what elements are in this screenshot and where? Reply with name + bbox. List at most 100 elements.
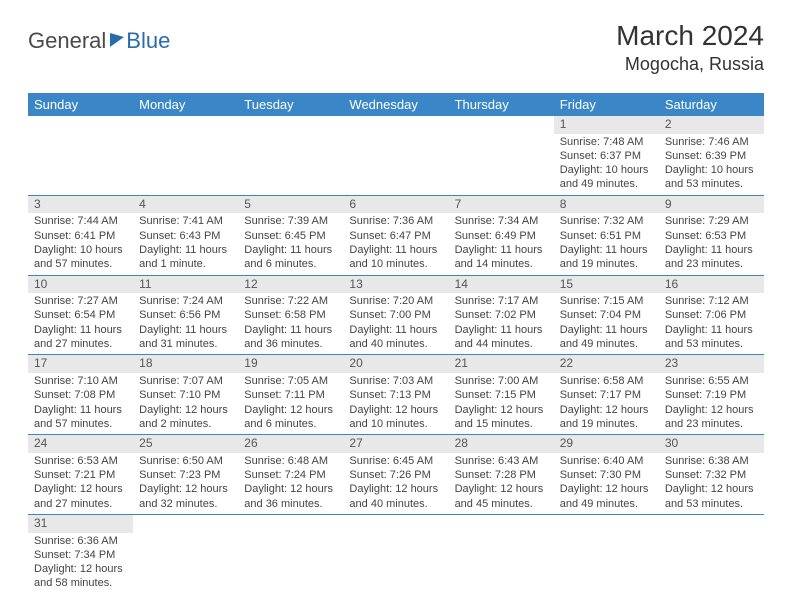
day-line-dl1: Daylight: 11 hours xyxy=(455,243,548,257)
location: Mogocha, Russia xyxy=(616,54,764,75)
day-line-ss: Sunset: 7:06 PM xyxy=(665,308,758,322)
day-line-dl1: Daylight: 12 hours xyxy=(349,403,442,417)
day-line-dl2: and 53 minutes. xyxy=(665,177,758,191)
day-number: 29 xyxy=(554,435,659,453)
day-content: Sunrise: 6:55 AMSunset: 7:19 PMDaylight:… xyxy=(659,373,764,434)
calendar-day-cell: 26Sunrise: 6:48 AMSunset: 7:24 PMDayligh… xyxy=(238,435,343,515)
title-block: March 2024 Mogocha, Russia xyxy=(616,20,764,75)
day-number: 19 xyxy=(238,355,343,373)
day-line-dl1: Daylight: 11 hours xyxy=(455,323,548,337)
calendar-week-row: 3Sunrise: 7:44 AMSunset: 6:41 PMDaylight… xyxy=(28,195,764,275)
day-line-dl1: Daylight: 12 hours xyxy=(244,403,337,417)
day-line-ss: Sunset: 7:02 PM xyxy=(455,308,548,322)
day-number: 10 xyxy=(28,276,133,294)
day-number: 24 xyxy=(28,435,133,453)
day-line-dl2: and 49 minutes. xyxy=(560,337,653,351)
day-content: Sunrise: 7:03 AMSunset: 7:13 PMDaylight:… xyxy=(343,373,448,434)
day-content: Sunrise: 7:12 AMSunset: 7:06 PMDaylight:… xyxy=(659,293,764,354)
day-content: Sunrise: 7:05 AMSunset: 7:11 PMDaylight:… xyxy=(238,373,343,434)
day-line-dl2: and 2 minutes. xyxy=(139,417,232,431)
day-number: 13 xyxy=(343,276,448,294)
day-line-dl2: and 53 minutes. xyxy=(665,337,758,351)
day-line-sr: Sunrise: 7:48 AM xyxy=(560,135,653,149)
day-number: 7 xyxy=(449,196,554,214)
day-line-dl2: and 49 minutes. xyxy=(560,177,653,191)
calendar-day-cell xyxy=(133,116,238,195)
calendar-header-row: SundayMondayTuesdayWednesdayThursdayFrid… xyxy=(28,93,764,116)
calendar-day-cell: 3Sunrise: 7:44 AMSunset: 6:41 PMDaylight… xyxy=(28,195,133,275)
day-line-ss: Sunset: 7:04 PM xyxy=(560,308,653,322)
calendar-week-row: 1Sunrise: 7:48 AMSunset: 6:37 PMDaylight… xyxy=(28,116,764,195)
calendar-day-cell xyxy=(554,514,659,593)
day-number: 18 xyxy=(133,355,238,373)
header: General Blue March 2024 Mogocha, Russia xyxy=(28,20,764,75)
day-line-dl2: and 36 minutes. xyxy=(244,497,337,511)
day-content: Sunrise: 7:39 AMSunset: 6:45 PMDaylight:… xyxy=(238,213,343,274)
day-line-sr: Sunrise: 6:55 AM xyxy=(665,374,758,388)
day-line-sr: Sunrise: 7:41 AM xyxy=(139,214,232,228)
day-line-dl1: Daylight: 12 hours xyxy=(665,403,758,417)
day-line-ss: Sunset: 6:37 PM xyxy=(560,149,653,163)
calendar-day-cell: 5Sunrise: 7:39 AMSunset: 6:45 PMDaylight… xyxy=(238,195,343,275)
day-line-ss: Sunset: 7:24 PM xyxy=(244,468,337,482)
day-line-dl1: Daylight: 11 hours xyxy=(139,243,232,257)
day-line-dl2: and 10 minutes. xyxy=(349,417,442,431)
calendar-day-cell: 16Sunrise: 7:12 AMSunset: 7:06 PMDayligh… xyxy=(659,275,764,355)
day-content: Sunrise: 7:46 AMSunset: 6:39 PMDaylight:… xyxy=(659,134,764,195)
calendar-day-cell: 17Sunrise: 7:10 AMSunset: 7:08 PMDayligh… xyxy=(28,355,133,435)
day-line-ss: Sunset: 6:43 PM xyxy=(139,229,232,243)
day-line-ss: Sunset: 7:11 PM xyxy=(244,388,337,402)
day-content: Sunrise: 7:36 AMSunset: 6:47 PMDaylight:… xyxy=(343,213,448,274)
month-title: March 2024 xyxy=(616,20,764,52)
day-number: 21 xyxy=(449,355,554,373)
day-content: Sunrise: 7:27 AMSunset: 6:54 PMDaylight:… xyxy=(28,293,133,354)
day-line-sr: Sunrise: 7:34 AM xyxy=(455,214,548,228)
day-line-sr: Sunrise: 6:50 AM xyxy=(139,454,232,468)
day-number: 23 xyxy=(659,355,764,373)
day-line-dl1: Daylight: 12 hours xyxy=(665,482,758,496)
day-line-sr: Sunrise: 7:10 AM xyxy=(34,374,127,388)
day-line-dl1: Daylight: 12 hours xyxy=(349,482,442,496)
day-number: 14 xyxy=(449,276,554,294)
calendar-day-cell: 8Sunrise: 7:32 AMSunset: 6:51 PMDaylight… xyxy=(554,195,659,275)
day-line-dl1: Daylight: 12 hours xyxy=(455,403,548,417)
calendar-day-cell: 6Sunrise: 7:36 AMSunset: 6:47 PMDaylight… xyxy=(343,195,448,275)
calendar-day-cell: 23Sunrise: 6:55 AMSunset: 7:19 PMDayligh… xyxy=(659,355,764,435)
weekday-header: Saturday xyxy=(659,93,764,116)
day-line-sr: Sunrise: 7:39 AM xyxy=(244,214,337,228)
calendar-week-row: 10Sunrise: 7:27 AMSunset: 6:54 PMDayligh… xyxy=(28,275,764,355)
day-line-sr: Sunrise: 7:07 AM xyxy=(139,374,232,388)
day-line-dl1: Daylight: 11 hours xyxy=(244,243,337,257)
day-line-sr: Sunrise: 7:29 AM xyxy=(665,214,758,228)
calendar-day-cell: 21Sunrise: 7:00 AMSunset: 7:15 PMDayligh… xyxy=(449,355,554,435)
day-line-dl2: and 19 minutes. xyxy=(560,257,653,271)
day-line-dl2: and 23 minutes. xyxy=(665,417,758,431)
day-line-dl2: and 58 minutes. xyxy=(34,576,127,590)
day-line-dl1: Daylight: 12 hours xyxy=(139,482,232,496)
day-line-sr: Sunrise: 7:46 AM xyxy=(665,135,758,149)
day-line-dl1: Daylight: 12 hours xyxy=(139,403,232,417)
day-line-dl1: Daylight: 12 hours xyxy=(455,482,548,496)
day-number: 11 xyxy=(133,276,238,294)
day-content: Sunrise: 6:36 AMSunset: 7:34 PMDaylight:… xyxy=(28,533,133,594)
day-line-dl2: and 19 minutes. xyxy=(560,417,653,431)
calendar-day-cell: 2Sunrise: 7:46 AMSunset: 6:39 PMDaylight… xyxy=(659,116,764,195)
calendar-day-cell: 19Sunrise: 7:05 AMSunset: 7:11 PMDayligh… xyxy=(238,355,343,435)
calendar-day-cell xyxy=(238,116,343,195)
day-line-dl1: Daylight: 11 hours xyxy=(244,323,337,337)
day-line-dl2: and 57 minutes. xyxy=(34,417,127,431)
day-number: 16 xyxy=(659,276,764,294)
calendar-week-row: 24Sunrise: 6:53 AMSunset: 7:21 PMDayligh… xyxy=(28,435,764,515)
day-content: Sunrise: 6:48 AMSunset: 7:24 PMDaylight:… xyxy=(238,453,343,514)
day-line-dl2: and 27 minutes. xyxy=(34,497,127,511)
day-line-sr: Sunrise: 6:43 AM xyxy=(455,454,548,468)
weekday-header: Sunday xyxy=(28,93,133,116)
day-content: Sunrise: 7:00 AMSunset: 7:15 PMDaylight:… xyxy=(449,373,554,434)
day-line-dl1: Daylight: 11 hours xyxy=(560,323,653,337)
day-line-dl1: Daylight: 12 hours xyxy=(244,482,337,496)
day-line-ss: Sunset: 6:41 PM xyxy=(34,229,127,243)
day-line-dl2: and 44 minutes. xyxy=(455,337,548,351)
day-line-dl2: and 40 minutes. xyxy=(349,337,442,351)
day-number: 26 xyxy=(238,435,343,453)
day-line-dl2: and 57 minutes. xyxy=(34,257,127,271)
